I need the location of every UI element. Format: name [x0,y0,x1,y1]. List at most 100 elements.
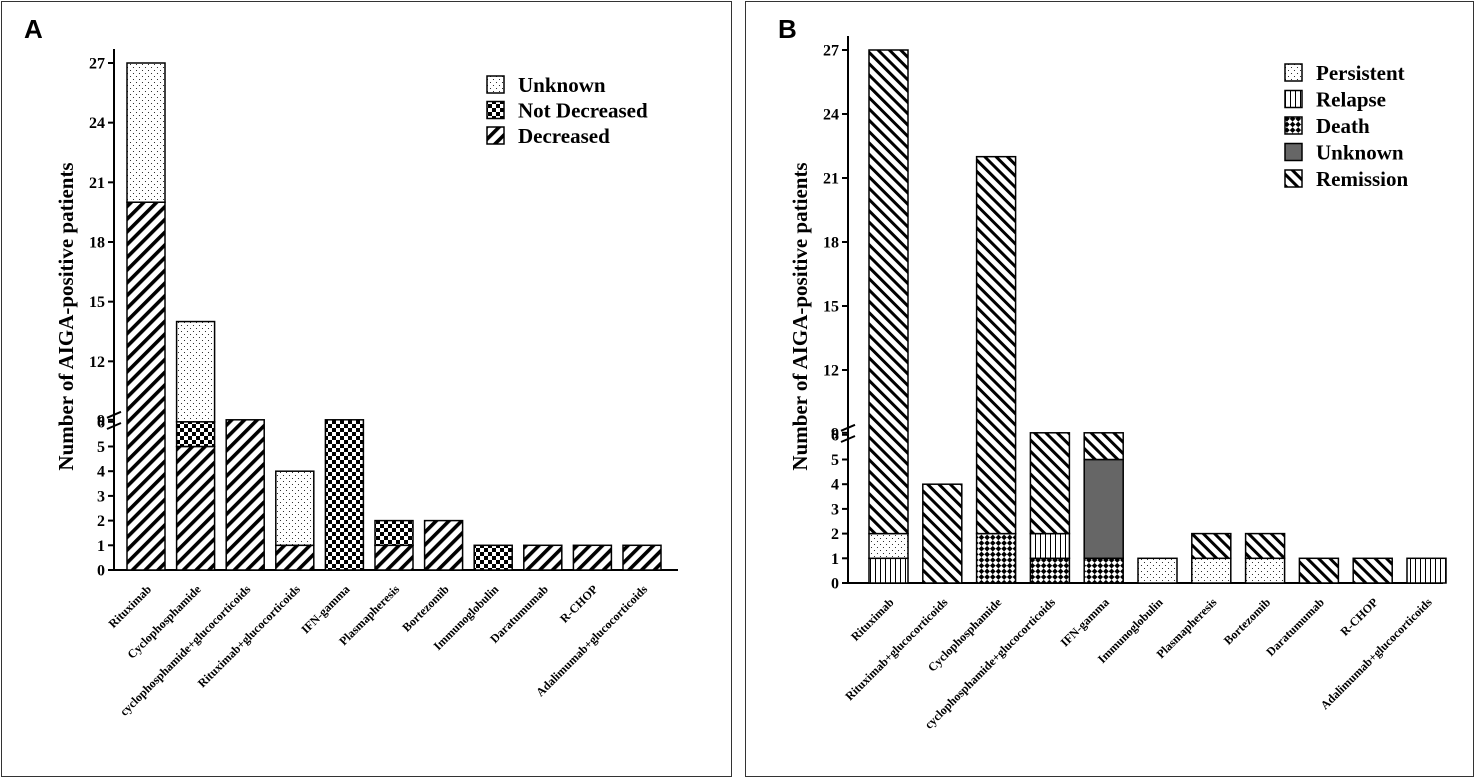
y-axis-title: Number of AIGA-positive patients [788,162,812,470]
bar-segment-not-decreased [175,421,216,448]
x-category-label: Rituximab [106,582,155,631]
y-tick-label: 0 [97,563,105,580]
y-tick-label: 9 [97,412,105,429]
y-tick-label: 27 [823,43,839,60]
legend-swatch [1284,169,1303,188]
x-category-label: Rituximab+glucocorticoids [842,595,950,703]
bar-segment-remission [1083,432,1124,461]
x-category-label: R-CHOP [1337,595,1380,638]
x-category-label: R-CHOP [557,582,600,625]
panel-a-letter: A [24,14,43,44]
bar-segment-remission [1191,532,1232,560]
y-tick-label: 5 [97,439,105,456]
bar-segment-remission [975,155,1017,535]
legend-label: Relapse [1316,88,1386,112]
y-tick-label: 4 [97,464,105,481]
y-tick-label: 12 [823,363,839,380]
bar-segment-remission [868,49,909,535]
y-tick-label: 2 [831,526,839,543]
y-tick-label: 1 [831,551,839,568]
y-tick-label: 5 [831,452,839,469]
x-category-label: Bortezomib [399,582,452,635]
bar-segment-relapse [1029,532,1071,560]
bar-segment-decreased [275,544,315,571]
x-category-label: IFN-gamma [1058,595,1112,649]
legend-swatch [1284,116,1303,135]
x-category-label: Rituximab [848,595,897,644]
x-category-label: Adalimumab+glucocorticoids [1318,595,1435,712]
y-axis-break-mark [840,435,856,443]
bar-segment-not-decreased [374,519,414,547]
y-tick-label: 9 [831,425,839,442]
bar-segment-decreased [622,544,662,571]
bar-segment-not-decreased [324,419,365,571]
bar-segment-death [1029,557,1071,584]
x-category-label: IFN-gamma [298,582,352,636]
bar-segment-decreased [523,544,563,571]
bar-segment-not-decreased [473,544,513,571]
bar-segment-decreased [175,445,216,571]
bar-segment-remission [1352,557,1393,584]
bar-segment-persistent [1137,557,1178,584]
x-category-label: Daratumumab [1263,595,1327,659]
y-tick-label: 12 [89,354,105,371]
legend-swatch [1284,89,1303,109]
panel-b-frame [745,1,1474,777]
legend-swatch [486,126,505,145]
legend-label: Decreased [518,124,610,148]
bar-segment-unknown [175,320,216,423]
y-tick-label: 18 [823,235,839,252]
legend-label: Unknown [1316,141,1404,165]
legend-label: Unknown [518,73,606,97]
bar-segment-decreased [126,201,166,571]
y-axis-title: Number of AIGA-positive patients [54,162,78,470]
bar-segment-remission [1244,532,1286,560]
legend-swatch [486,75,505,94]
y-tick-label: 6 [97,414,105,431]
legend-label: Not Decreased [518,99,648,123]
y-axis-break-mark [106,422,122,430]
y-tick-label: 27 [89,56,105,73]
y-tick-label: 15 [89,294,105,311]
legend-swatch [1284,63,1303,82]
legend-label: Remission [1316,167,1408,191]
y-axis-break-mark [840,423,856,432]
bar-segment-remission [922,483,963,584]
y-tick-label: 3 [97,488,105,505]
x-category-label: Bortezomib [1221,595,1274,648]
y-tick-label: 24 [823,107,839,124]
y-tick-label: 3 [831,501,839,518]
legend-swatch [1284,142,1303,162]
legend-label: Death [1316,114,1370,138]
bar-segment-unknown [1083,458,1124,560]
bar-segment-persistent [868,532,909,560]
y-tick-label: 6 [831,427,839,444]
y-tick-label: 1 [97,538,105,555]
y-tick-label: 21 [823,171,839,188]
bar-segment-decreased [572,544,613,571]
y-tick-label: 21 [89,175,105,192]
bar-segment-persistent [1191,557,1232,584]
x-category-label: Rituximab+glucocorticoids [195,582,303,690]
y-tick-label: 18 [89,235,105,252]
y-tick-label: 24 [89,115,105,132]
y-tick-label: 0 [831,576,839,593]
panel-a-frame [1,1,732,777]
bar-segment-remission [1298,557,1340,584]
bar-segment-relapse [1406,557,1447,584]
legend-label: Persistent [1316,61,1405,85]
bar-segment-relapse [868,557,909,584]
bar-segment-remission [1029,432,1071,535]
y-tick-label: 4 [831,477,839,494]
bar-segment-unknown [126,62,166,203]
panel-b-letter: B [778,14,797,44]
y-tick-label: 2 [97,513,105,530]
bar-segment-persistent [1244,557,1286,584]
bar-segment-death [1083,557,1124,584]
y-axis-break-mark [106,410,122,419]
bar-segment-unknown [275,470,315,547]
bar-segment-decreased [374,544,414,571]
